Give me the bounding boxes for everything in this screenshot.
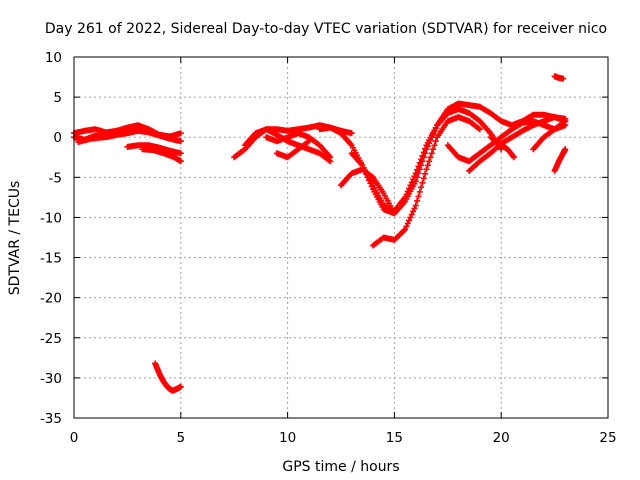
data-point (411, 205, 418, 212)
data-point (423, 166, 430, 173)
data-point (327, 154, 334, 161)
series-arc-20 (551, 73, 567, 82)
plot-frame (73, 56, 609, 419)
x-tick-label: 10 (279, 430, 296, 446)
data-point (420, 149, 427, 156)
chart-title: Day 261 of 2022, Sidereal Day-to-day VTE… (45, 21, 607, 37)
data-point (415, 193, 422, 200)
y-axis-label: SDTVAR / TECUs (7, 181, 23, 296)
series-arc-3 (75, 129, 133, 146)
data-point (407, 214, 414, 221)
data-point (404, 220, 411, 227)
data-point (422, 170, 429, 177)
data-point (426, 158, 433, 165)
data-point (419, 152, 426, 159)
data-point (562, 122, 569, 129)
data-point (410, 208, 417, 215)
x-axis-label: GPS time / hours (282, 459, 399, 475)
data-point (404, 188, 411, 195)
y-tick-label: -35 (40, 411, 62, 427)
data-point (424, 162, 431, 169)
data-point (431, 142, 438, 149)
x-tick-label: 15 (386, 430, 403, 446)
data-point (418, 156, 425, 163)
series-arc-17 (487, 134, 518, 161)
data-point (432, 138, 439, 145)
x-tick-label: 25 (599, 430, 616, 446)
series-arc-5 (139, 146, 184, 165)
data-point (177, 130, 184, 137)
x-tick-label: 0 (70, 430, 79, 446)
data-point (419, 179, 426, 186)
data-point (406, 217, 413, 224)
y-tick-label: -20 (40, 291, 62, 307)
x-tick-label: 5 (177, 430, 186, 446)
series-arc-7 (231, 122, 355, 161)
data-point (430, 146, 437, 153)
y-tick-label: -25 (40, 331, 62, 347)
series-arc-18 (530, 122, 569, 153)
series-arc-19 (551, 146, 569, 174)
data-point (402, 194, 409, 201)
data-point (511, 154, 518, 161)
data-point (422, 145, 429, 152)
series-arc-9 (263, 130, 334, 161)
data-point (428, 150, 435, 157)
data-point (418, 184, 425, 191)
data-point (414, 166, 421, 173)
y-tick-label: -10 (40, 210, 62, 226)
grid (74, 57, 608, 418)
data-point (406, 185, 413, 192)
series-arc-10 (273, 138, 312, 161)
data-point (410, 176, 417, 183)
y-tick-label: 10 (45, 50, 62, 66)
data-point (408, 179, 415, 186)
x-tick-labels: 0 5 10 15 20 25 (70, 430, 617, 446)
y-tick-labels: 10 5 0 -5 -10 -15 -20 -25 -30 -35 (40, 50, 62, 427)
data-point (420, 175, 427, 182)
data-point (562, 115, 569, 122)
data-point (407, 182, 414, 189)
data-point (403, 191, 410, 198)
series-arc-6 (152, 360, 184, 394)
data-point (177, 138, 184, 145)
data-point (414, 197, 421, 204)
data-point (510, 153, 517, 160)
data-point (427, 154, 434, 161)
data-point (415, 163, 422, 170)
y-tick-label: 0 (53, 130, 62, 146)
data-point (305, 138, 312, 145)
data-point (177, 150, 184, 157)
data-marks (71, 73, 569, 394)
data-point (412, 170, 419, 177)
data-point (391, 210, 398, 217)
data-point (476, 126, 483, 133)
data-point (416, 159, 423, 166)
data-point (403, 223, 410, 230)
data-point (416, 188, 423, 195)
data-point (177, 158, 184, 165)
data-point (177, 383, 184, 390)
y-tick-label: -5 (49, 170, 62, 186)
data-point (562, 146, 569, 153)
y-tick-label: -30 (40, 371, 62, 387)
data-point (411, 173, 418, 180)
series-arc-13 (338, 166, 398, 217)
data-point (126, 129, 133, 136)
x-tick-label: 20 (493, 430, 510, 446)
data-point (402, 226, 409, 233)
data-point (348, 130, 355, 137)
series-arc-14 (370, 114, 483, 249)
y-tick-label: 5 (53, 90, 62, 106)
data-point (408, 211, 415, 218)
y-tick-label: -15 (40, 251, 62, 267)
data-point (412, 202, 419, 209)
data-point (560, 75, 567, 82)
